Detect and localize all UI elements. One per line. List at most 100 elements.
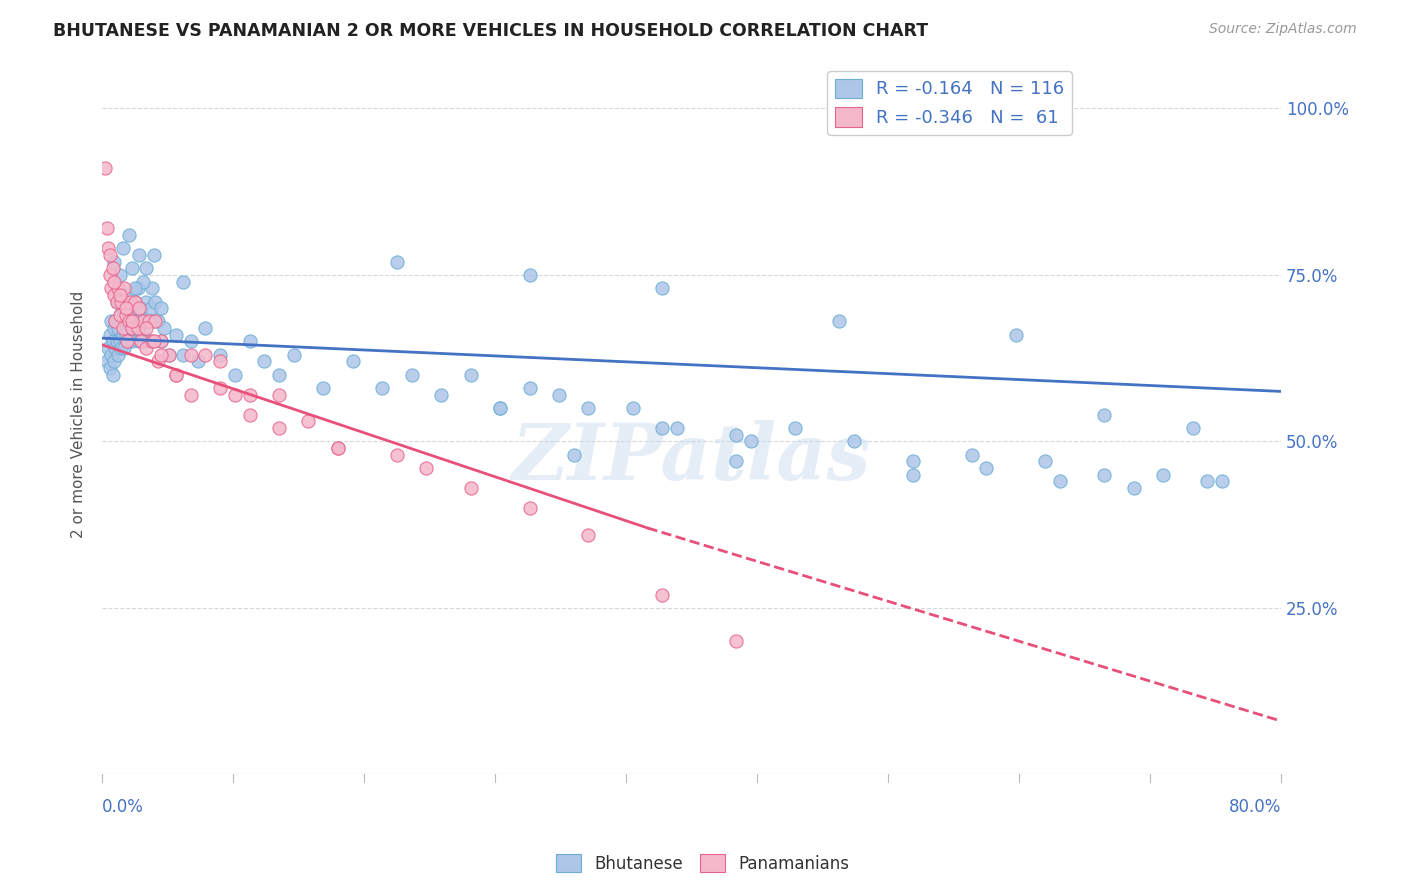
- Point: [489, 401, 512, 415]
- Point: [651, 587, 673, 601]
- Point: [110, 341, 132, 355]
- Point: [142, 314, 165, 328]
- Point: [114, 288, 136, 302]
- Point: [253, 354, 276, 368]
- Point: [1049, 475, 1071, 489]
- Point: [100, 348, 122, 362]
- Point: [401, 368, 423, 382]
- Point: [1152, 467, 1174, 482]
- Point: [180, 348, 202, 362]
- Point: [118, 308, 141, 322]
- Point: [114, 327, 136, 342]
- Point: [238, 388, 260, 402]
- Point: [108, 288, 131, 302]
- Point: [111, 301, 134, 315]
- Point: [1033, 454, 1056, 468]
- Point: [121, 321, 143, 335]
- Point: [114, 308, 136, 322]
- Point: [238, 334, 260, 349]
- Point: [1092, 408, 1115, 422]
- Point: [519, 381, 541, 395]
- Point: [209, 348, 232, 362]
- Point: [117, 294, 139, 309]
- Point: [960, 448, 983, 462]
- Point: [96, 354, 118, 368]
- Point: [165, 368, 187, 382]
- Point: [724, 427, 747, 442]
- Point: [489, 401, 512, 415]
- Point: [209, 381, 232, 395]
- Point: [157, 348, 180, 362]
- Point: [124, 294, 146, 309]
- Point: [578, 401, 600, 415]
- Point: [111, 327, 134, 342]
- Point: [121, 314, 143, 328]
- Point: [1181, 421, 1204, 435]
- Point: [120, 288, 142, 302]
- Point: [148, 354, 170, 368]
- Point: [312, 381, 335, 395]
- Point: [125, 314, 148, 328]
- Point: [828, 314, 851, 328]
- Point: [267, 388, 290, 402]
- Point: [519, 268, 541, 282]
- Point: [142, 334, 165, 349]
- Point: [385, 254, 408, 268]
- Point: [110, 314, 132, 328]
- Point: [194, 321, 217, 335]
- Point: [142, 248, 165, 262]
- Point: [128, 301, 150, 315]
- Point: [460, 481, 482, 495]
- Point: [1092, 467, 1115, 482]
- Point: [132, 314, 155, 328]
- Point: [165, 327, 187, 342]
- Point: [974, 461, 997, 475]
- Point: [118, 334, 141, 349]
- Point: [101, 334, 124, 349]
- Point: [415, 461, 437, 475]
- Point: [724, 634, 747, 648]
- Point: [153, 321, 176, 335]
- Point: [724, 454, 747, 468]
- Point: [122, 321, 145, 335]
- Text: 80.0%: 80.0%: [1229, 797, 1281, 815]
- Point: [621, 401, 644, 415]
- Point: [1122, 481, 1144, 495]
- Point: [114, 301, 136, 315]
- Point: [129, 334, 152, 349]
- Point: [108, 268, 131, 282]
- Point: [111, 241, 134, 255]
- Point: [150, 301, 173, 315]
- Point: [103, 288, 125, 302]
- Point: [107, 348, 129, 362]
- Point: [131, 321, 153, 335]
- Point: [128, 248, 150, 262]
- Point: [141, 281, 163, 295]
- Point: [111, 321, 134, 335]
- Point: [94, 161, 117, 176]
- Point: [157, 348, 180, 362]
- Point: [112, 281, 135, 295]
- Point: [110, 294, 132, 309]
- Point: [224, 388, 246, 402]
- Point: [139, 301, 162, 315]
- Point: [901, 467, 924, 482]
- Point: [127, 281, 149, 295]
- Point: [297, 414, 319, 428]
- Point: [172, 275, 194, 289]
- Point: [132, 334, 155, 349]
- Point: [97, 341, 120, 355]
- Point: [740, 434, 762, 449]
- Point: [101, 368, 124, 382]
- Point: [134, 314, 156, 328]
- Point: [238, 408, 260, 422]
- Point: [148, 314, 170, 328]
- Point: [165, 368, 187, 382]
- Point: [107, 281, 129, 295]
- Point: [118, 314, 141, 328]
- Point: [1211, 475, 1233, 489]
- Point: [651, 421, 673, 435]
- Point: [124, 281, 146, 295]
- Point: [430, 388, 453, 402]
- Point: [105, 294, 128, 309]
